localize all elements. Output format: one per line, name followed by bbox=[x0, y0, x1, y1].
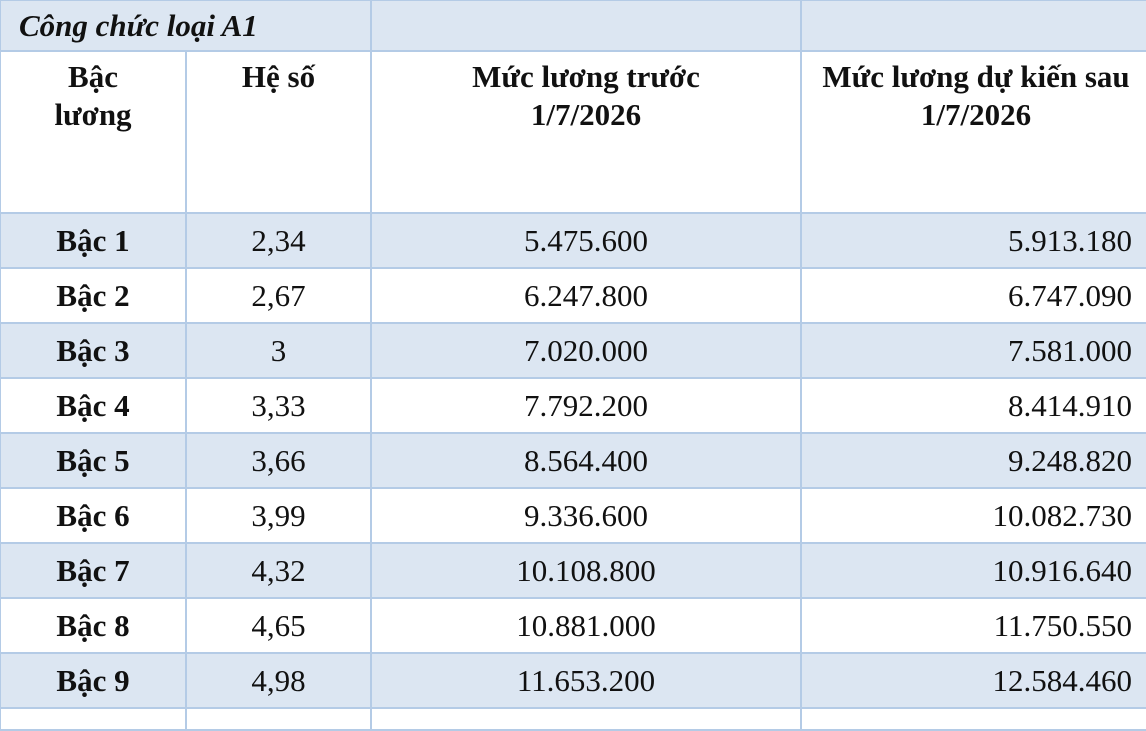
data-row: Bậc 6 3,99 9.336.600 10.082.730 bbox=[0, 487, 1146, 544]
cell: Bậc 2 bbox=[0, 267, 187, 324]
empty-cell bbox=[800, 707, 1146, 731]
empty-cell bbox=[184, 707, 373, 731]
empty-cell bbox=[0, 707, 187, 731]
header-text: Hệ số bbox=[241, 59, 316, 94]
cell: 6.247.800 bbox=[370, 267, 803, 324]
cell: 11.653.200 bbox=[370, 652, 803, 709]
cell: 3,33 bbox=[184, 377, 373, 434]
cell: Bậc 8 bbox=[0, 597, 187, 654]
cell: Bậc 1 bbox=[0, 212, 187, 269]
cell: 8.564.400 bbox=[370, 432, 803, 489]
table-continuation bbox=[0, 707, 1146, 731]
cell: 7.792.200 bbox=[370, 377, 803, 434]
cell: 10.881.000 bbox=[370, 597, 803, 654]
cell: 10.108.800 bbox=[370, 542, 803, 599]
empty-cell bbox=[370, 0, 803, 52]
data-row: Bậc 2 2,67 6.247.800 6.747.090 bbox=[0, 267, 1146, 324]
data-row: Bậc 3 3 7.020.000 7.581.000 bbox=[0, 322, 1146, 379]
cell: 12.584.460 bbox=[800, 652, 1146, 709]
header-text: Bậc lương bbox=[54, 59, 132, 132]
data-row: Bậc 5 3,66 8.564.400 9.248.820 bbox=[0, 432, 1146, 489]
empty-cell bbox=[800, 0, 1146, 52]
header-text: Mức lương dự kiến sau 1/7/2026 bbox=[822, 59, 1130, 132]
data-row: Bậc 1 2,34 5.475.600 5.913.180 bbox=[0, 212, 1146, 269]
cell: Bậc 3 bbox=[0, 322, 187, 379]
cell: 3 bbox=[184, 322, 373, 379]
empty-cell bbox=[370, 707, 803, 731]
cell: 3,99 bbox=[184, 487, 373, 544]
cell: 2,34 bbox=[184, 212, 373, 269]
cell: 6.747.090 bbox=[800, 267, 1146, 324]
cell: 9.336.600 bbox=[370, 487, 803, 544]
cell: 2,67 bbox=[184, 267, 373, 324]
cell: 5.475.600 bbox=[370, 212, 803, 269]
cell: Bậc 9 bbox=[0, 652, 187, 709]
header-cell: Bậc lương bbox=[0, 50, 187, 214]
cell: 4,65 bbox=[184, 597, 373, 654]
data-row: Bậc 7 4,32 10.108.800 10.916.640 bbox=[0, 542, 1146, 599]
cell: 10.916.640 bbox=[800, 542, 1146, 599]
cell: 4,98 bbox=[184, 652, 373, 709]
title-row: Công chức loại A1 bbox=[0, 0, 1146, 52]
data-row: Bậc 9 4,98 11.653.200 12.584.460 bbox=[0, 652, 1146, 709]
cell: 10.082.730 bbox=[800, 487, 1146, 544]
cell: Bậc 4 bbox=[0, 377, 187, 434]
cell: 11.750.550 bbox=[800, 597, 1146, 654]
header-text: Mức lương trước 1/7/2026 bbox=[472, 59, 700, 132]
cell: 4,32 bbox=[184, 542, 373, 599]
data-row: Bậc 4 3,33 7.792.200 8.414.910 bbox=[0, 377, 1146, 434]
header-row: Bậc lương Hệ số Mức lương trước 1/7/2026… bbox=[0, 50, 1146, 214]
header-cell: Mức lương dự kiến sau 1/7/2026 bbox=[800, 50, 1146, 214]
table-title: Công chức loại A1 bbox=[0, 0, 373, 52]
cell: 7.581.000 bbox=[800, 322, 1146, 379]
cell: 3,66 bbox=[184, 432, 373, 489]
header-cell: Mức lương trước 1/7/2026 bbox=[370, 50, 803, 214]
cell: 9.248.820 bbox=[800, 432, 1146, 489]
cell: 5.913.180 bbox=[800, 212, 1146, 269]
cell: Bậc 6 bbox=[0, 487, 187, 544]
header-cell: Hệ số bbox=[184, 50, 373, 214]
cell: 7.020.000 bbox=[370, 322, 803, 379]
cell: 8.414.910 bbox=[800, 377, 1146, 434]
data-row: Bậc 8 4,65 10.881.000 11.750.550 bbox=[0, 597, 1146, 654]
cell: Bậc 5 bbox=[0, 432, 187, 489]
cell: Bậc 7 bbox=[0, 542, 187, 599]
